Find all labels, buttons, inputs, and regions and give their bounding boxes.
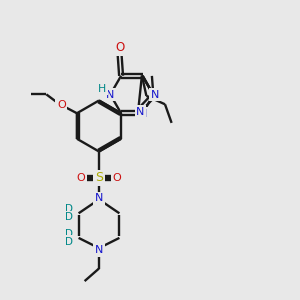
Text: N: N: [95, 245, 103, 255]
Text: D: D: [65, 229, 73, 239]
Text: D: D: [65, 212, 73, 222]
Text: N: N: [95, 193, 103, 203]
Text: O: O: [57, 100, 66, 110]
Text: N: N: [106, 89, 114, 100]
Text: D: D: [65, 237, 73, 247]
Text: N: N: [151, 89, 159, 100]
Text: O: O: [112, 173, 122, 183]
Text: O: O: [115, 41, 124, 54]
Text: O: O: [76, 173, 85, 183]
Text: N: N: [139, 109, 147, 119]
Text: S: S: [95, 171, 103, 184]
Text: D: D: [65, 204, 73, 214]
Text: N: N: [136, 106, 145, 117]
Text: H: H: [98, 83, 106, 94]
